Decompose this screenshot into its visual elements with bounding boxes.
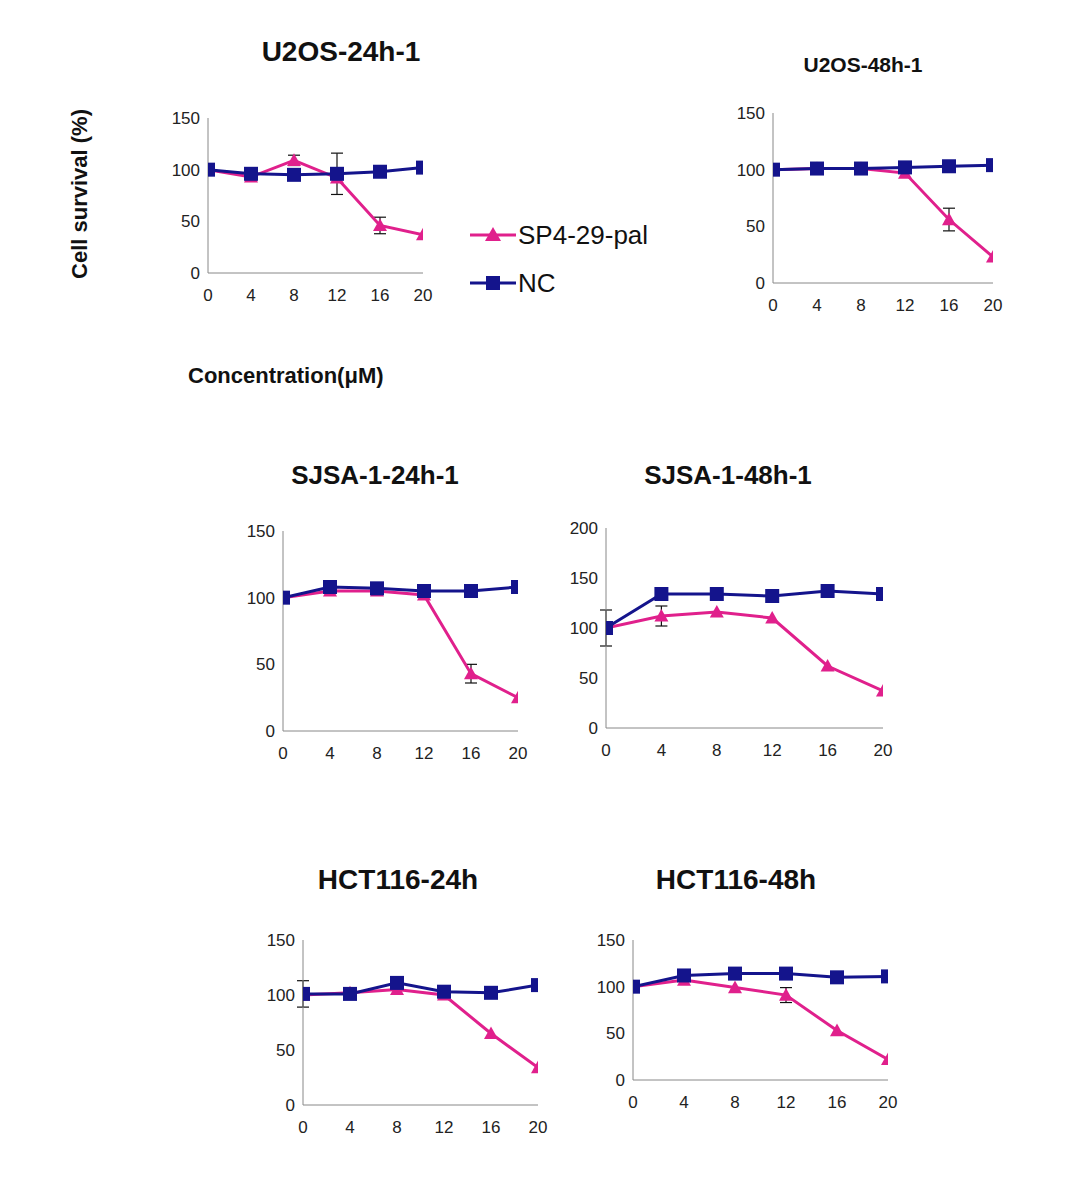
html-text:HCT116-48h: HCT116-48h [655, 864, 817, 895]
html-text:Cell survival (%): Cell survival (%) [67, 108, 92, 279]
svg-text:0: 0 [601, 741, 610, 760]
svg-text:4: 4 [812, 296, 821, 315]
svg-text:4: 4 [246, 286, 255, 305]
svg-text:50: 50 [181, 212, 200, 231]
svg-text:100: 100 [247, 589, 275, 608]
svg-text:100: 100 [172, 161, 200, 180]
svg-text:8: 8 [289, 286, 298, 305]
svg-text:4: 4 [325, 744, 334, 763]
svg-text:150: 150 [267, 934, 295, 950]
svg-text:16: 16 [818, 741, 837, 760]
svg-text:200: 200 [570, 522, 598, 538]
svg-text:50: 50 [256, 655, 275, 674]
svg-text:100: 100 [597, 978, 625, 997]
svg-text:0: 0 [298, 1118, 307, 1137]
svg-text:8: 8 [856, 296, 865, 315]
svg-text:20: 20 [509, 744, 528, 763]
svg-text:0: 0 [266, 722, 275, 741]
svg-text:0: 0 [756, 274, 765, 293]
html-text:Concentration(μM): Concentration(μM) [188, 363, 384, 388]
svg-text:12: 12 [763, 741, 782, 760]
svg-text:8: 8 [730, 1093, 739, 1112]
svg-text:0: 0 [286, 1096, 295, 1115]
svg-text:0: 0 [616, 1071, 625, 1090]
svg-text:20: 20 [879, 1093, 898, 1112]
svg-text:50: 50 [579, 669, 598, 688]
svg-text:4: 4 [345, 1118, 354, 1137]
svg-text:12: 12 [896, 296, 915, 315]
svg-text:16: 16 [940, 296, 959, 315]
svg-text:20: 20 [529, 1118, 548, 1137]
svg-text:12: 12 [328, 286, 347, 305]
svg-text:20: 20 [984, 296, 1003, 315]
svg-text:4: 4 [657, 741, 666, 760]
svg-text:150: 150 [597, 934, 625, 950]
svg-text:0: 0 [589, 719, 598, 738]
svg-text:16: 16 [371, 286, 390, 305]
svg-text:0: 0 [203, 286, 212, 305]
svg-text:16: 16 [462, 744, 481, 763]
svg-text:8: 8 [712, 741, 721, 760]
html-text:NC: NC [518, 267, 556, 298]
html-text:SJSA-1-24h-1: SJSA-1-24h-1 [291, 460, 459, 490]
html-text:SP4-29-pal: SP4-29-pal [518, 219, 649, 250]
html-text:SJSA-1-48h-1: SJSA-1-48h-1 [644, 460, 812, 490]
svg-text:100: 100 [737, 161, 765, 180]
svg-text:4: 4 [679, 1093, 688, 1112]
svg-text:0: 0 [628, 1093, 637, 1112]
html-text:U2OS-48h-1: U2OS-48h-1 [803, 53, 923, 76]
svg-text:100: 100 [570, 619, 598, 638]
svg-text:0: 0 [191, 264, 200, 283]
svg-text:150: 150 [172, 112, 200, 128]
html-text:HCT116-24h: HCT116-24h [317, 864, 479, 895]
svg-text:8: 8 [392, 1118, 401, 1137]
html-text:U2OS-24h-1: U2OS-24h-1 [261, 36, 421, 67]
svg-text:12: 12 [777, 1093, 796, 1112]
svg-text:16: 16 [482, 1118, 501, 1137]
svg-text:16: 16 [828, 1093, 847, 1112]
svg-text:50: 50 [746, 217, 765, 236]
svg-text:150: 150 [737, 107, 765, 123]
svg-text:150: 150 [247, 525, 275, 541]
svg-text:12: 12 [435, 1118, 454, 1137]
svg-text:150: 150 [570, 569, 598, 588]
svg-text:0: 0 [278, 744, 287, 763]
svg-text:20: 20 [414, 286, 433, 305]
svg-text:50: 50 [276, 1041, 295, 1060]
svg-text:0: 0 [768, 296, 777, 315]
svg-text:50: 50 [606, 1024, 625, 1043]
svg-text:20: 20 [874, 741, 893, 760]
svg-text:100: 100 [267, 986, 295, 1005]
svg-text:8: 8 [372, 744, 381, 763]
svg-text:12: 12 [415, 744, 434, 763]
